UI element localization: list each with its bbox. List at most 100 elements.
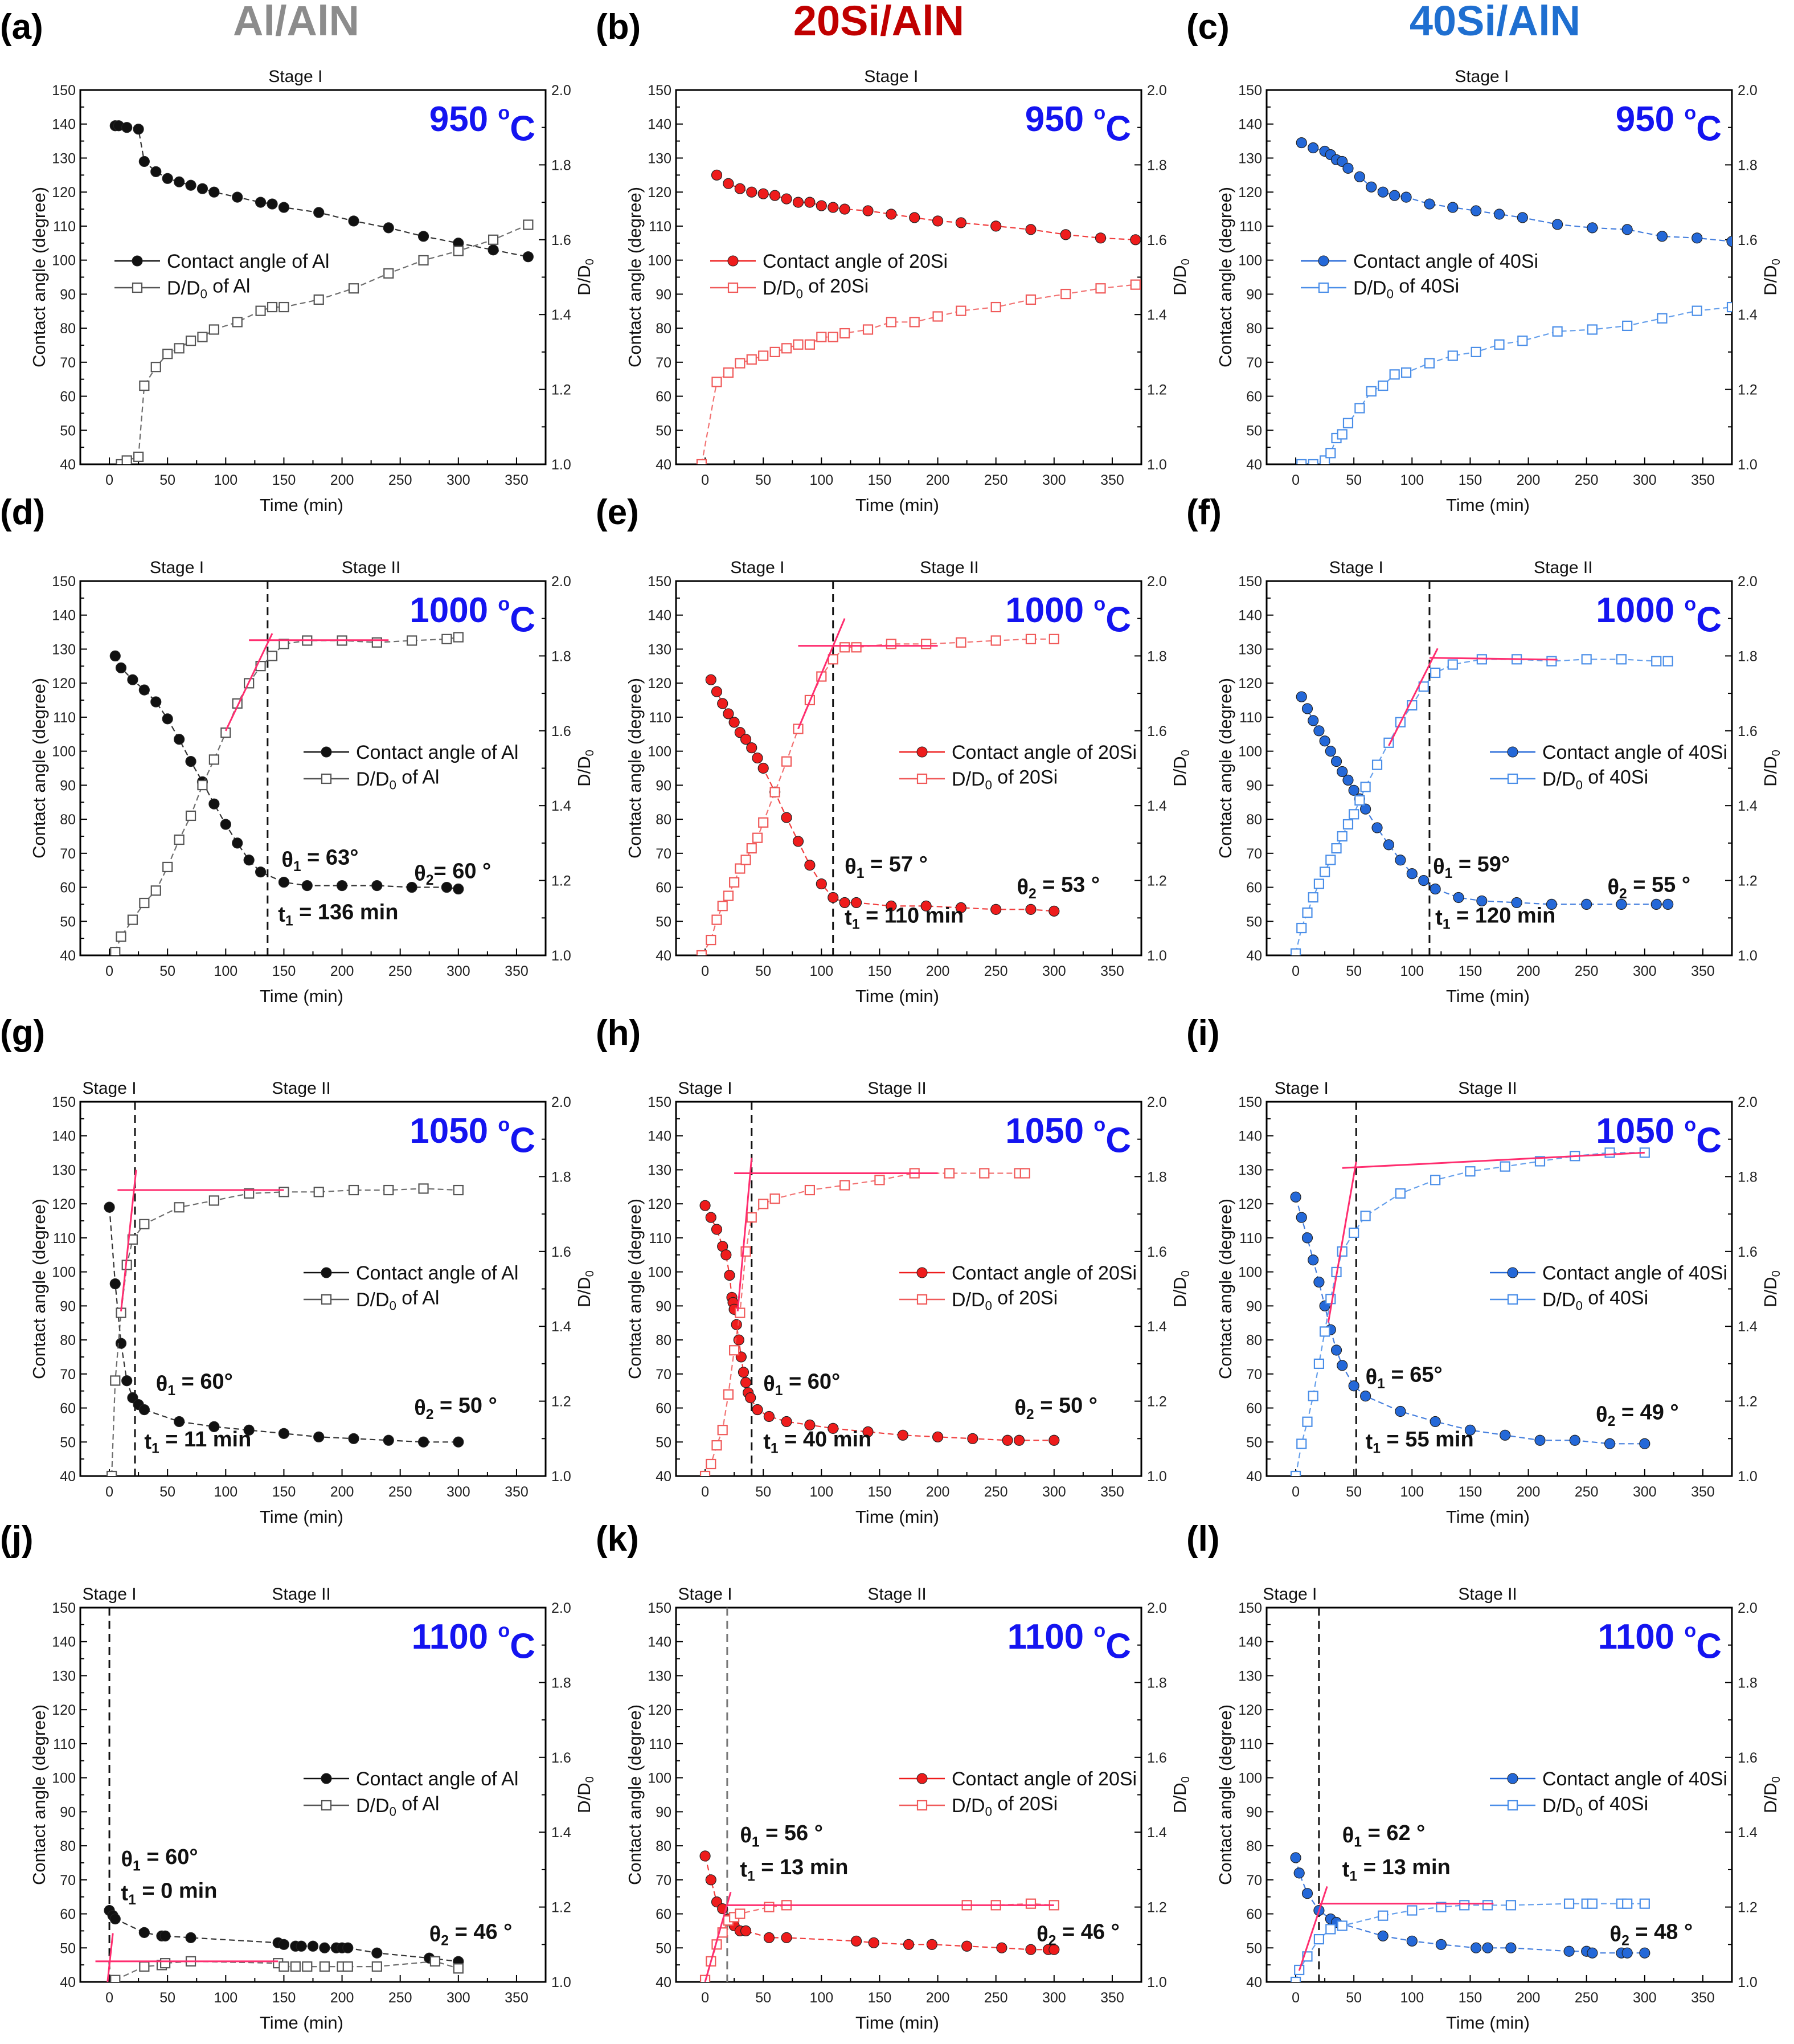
panel-i: (i)0 50 100 150 200 250 300 3504050607080901001…	[1186, 1013, 1783, 1527]
legend: Contact angle of Al D/D0 of Al	[114, 251, 329, 301]
contact-angle-point	[731, 1319, 742, 1330]
diameter-ratio-point	[1296, 459, 1307, 464]
contact-angle-point	[1587, 1947, 1598, 1959]
diameter-ratio-point	[735, 358, 746, 369]
contact-angle-point	[220, 819, 231, 830]
x-tick-label: 50	[755, 1990, 771, 2006]
x-tick-label: 100	[214, 963, 237, 979]
annotation-t1-part: = 13 min	[1357, 1855, 1451, 1879]
contact-angle-point	[1290, 1191, 1301, 1203]
y-tick-label: 100	[1238, 1771, 1262, 1787]
stage-label: Stage I	[83, 1079, 137, 1098]
y2-tick-label: 1.0	[551, 948, 571, 964]
x-tick-label: 0	[1292, 472, 1300, 488]
x-tick-label: 350	[1691, 963, 1715, 979]
diameter-ratio-point	[107, 1470, 117, 1476]
y2-axis-title: D/D0	[1760, 259, 1783, 296]
diameter-ratio-point	[1471, 346, 1481, 358]
diameter-ratio-point	[453, 632, 464, 643]
annotation-theta2: θ2= 60 °	[414, 860, 491, 888]
x-tick-label: 350	[505, 963, 529, 979]
legend: Contact angle of 40Si D/D0 of 40Si	[1490, 1768, 1727, 1819]
y2-axis-title: D/D0	[1760, 750, 1783, 787]
annotation-t1: t1 = 13 min	[740, 1855, 848, 1884]
contact-angle-point	[1313, 1276, 1325, 1288]
y2-axis-title-part: D/D	[1760, 756, 1780, 786]
contact-angle-point	[816, 200, 827, 211]
legend-circle-marker	[321, 1773, 332, 1784]
y-axis-title: Contact angle (degree)	[1215, 678, 1235, 859]
column-title: 40Si/AlN	[1410, 0, 1580, 44]
y-tick-label: 40	[656, 1469, 671, 1485]
y2-axis-title-part: D/D	[1760, 265, 1780, 295]
contact-angle-point	[705, 1874, 716, 1886]
y2-tick-label: 1.8	[1738, 157, 1758, 173]
y-tick-label: 150	[1238, 574, 1262, 590]
diameter-ratio-point	[723, 367, 734, 378]
series-line	[1295, 1196, 1645, 1445]
y-tick-label: 140	[648, 1129, 671, 1144]
y2-tick-label: 1.8	[1147, 157, 1167, 173]
x-tick-label: 200	[330, 472, 354, 488]
y-tick-label: 70	[60, 846, 76, 862]
y-tick-label: 120	[52, 676, 76, 692]
contact-angle-point	[1342, 774, 1354, 786]
contact-angle-point	[1400, 191, 1412, 203]
y2-tick-label: 1.2	[1147, 873, 1167, 889]
diameter-ratio-point	[764, 1902, 775, 1912]
diameter-ratio-point	[1308, 1391, 1318, 1401]
annotation-t1-part: 1	[151, 1441, 159, 1457]
diameter-ratio-point	[342, 1961, 353, 1972]
annotation-theta2-part: 2	[441, 1933, 449, 1949]
x-axis-title: Time (min)	[1446, 986, 1530, 1006]
annotation-theta1-part: θ	[281, 848, 293, 872]
series-line	[705, 1903, 1054, 1981]
y2-axis-title-part: D/D	[574, 756, 594, 786]
annotation-theta2-part: 2	[1608, 1414, 1616, 1429]
diameter-ratio-point	[781, 343, 792, 354]
contact-angle-point	[1293, 1867, 1305, 1879]
annotation-theta1-part: = 59°	[1452, 853, 1510, 877]
contact-angle-point	[740, 1377, 752, 1388]
stage-label: Stage II	[1534, 558, 1592, 577]
contact-angle-point	[828, 202, 839, 213]
x-tick-label: 200	[1517, 1484, 1541, 1500]
legend-label: Contact angle of 40Si	[1353, 251, 1538, 272]
x-tick-label: 200	[1517, 472, 1541, 488]
annotation-t1-part: t	[121, 1882, 128, 1906]
diameter-ratio-point	[1337, 429, 1347, 440]
annotation-t1: t1 = 40 min	[763, 1428, 871, 1456]
legend-label: D/D0 of 40Si	[1353, 275, 1459, 301]
y-tick-label: 130	[648, 1162, 671, 1178]
diameter-ratio-point	[383, 268, 394, 279]
y-tick-label: 70	[1246, 1873, 1262, 1888]
annotation-theta2: θ2 = 50 °	[1014, 1394, 1097, 1422]
series-line	[120, 224, 529, 464]
diameter-ratio-point	[174, 1202, 185, 1213]
contact-angle-point	[488, 244, 499, 256]
diameter-ratio-point	[1290, 1470, 1301, 1476]
annotation-theta2-part: = 55 °	[1627, 873, 1690, 897]
series-line	[1301, 306, 1732, 464]
y-tick-label: 50	[656, 1434, 671, 1450]
contact-angle-point	[1493, 209, 1505, 220]
y2-axis-title-part: 0	[1770, 259, 1783, 265]
contact-angle-point	[1301, 1232, 1313, 1244]
annotation-t1: t1 = 11 min	[144, 1428, 251, 1456]
contact-angle-point	[115, 1338, 127, 1349]
diameter-ratio-point	[1296, 922, 1307, 934]
data-layer	[699, 1608, 1060, 1982]
contact-angle-point	[133, 124, 144, 135]
temperature-label-part: o	[498, 1114, 510, 1136]
legend-circle-marker	[321, 1267, 332, 1278]
diameter-ratio-point	[758, 817, 769, 828]
diameter-ratio-point	[116, 459, 126, 464]
contact-angle-point	[1360, 1391, 1371, 1402]
y-tick-label: 110	[649, 1231, 671, 1246]
y2-axis-title: D/D0	[1760, 1270, 1783, 1307]
contact-angle-point	[1048, 1944, 1060, 1955]
legend-square-marker	[1507, 1294, 1518, 1305]
x-tick-label: 350	[1100, 1990, 1124, 2006]
legend-circle-marker	[1318, 255, 1329, 267]
contact-angle-point	[196, 183, 208, 194]
